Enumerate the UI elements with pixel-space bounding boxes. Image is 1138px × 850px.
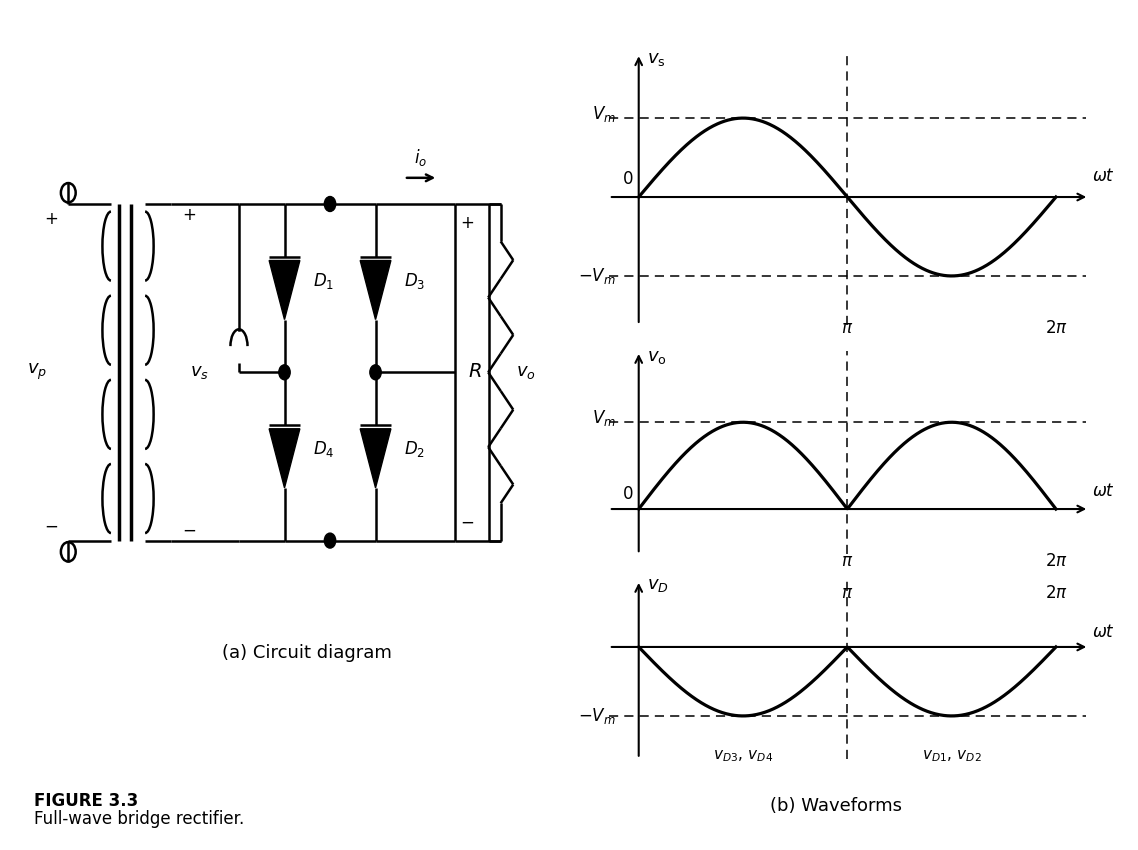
Circle shape — [324, 533, 336, 548]
Text: $\omega t$: $\omega t$ — [1092, 168, 1115, 185]
Text: $D_3$: $D_3$ — [404, 270, 426, 291]
Text: $V_m$: $V_m$ — [592, 105, 616, 124]
Text: $2\pi$: $2\pi$ — [1045, 320, 1067, 337]
Text: $2\pi$: $2\pi$ — [1045, 552, 1067, 570]
Text: $0$: $0$ — [622, 169, 634, 188]
Text: FIGURE 3.3: FIGURE 3.3 — [34, 791, 139, 810]
Text: $+$: $+$ — [182, 207, 196, 224]
Polygon shape — [269, 260, 300, 320]
Text: Full-wave bridge rectifier.: Full-wave bridge rectifier. — [34, 810, 245, 829]
Text: $-$: $-$ — [182, 520, 196, 538]
Text: $D_4$: $D_4$ — [313, 439, 335, 459]
Circle shape — [324, 196, 336, 212]
Text: $D_1$: $D_1$ — [313, 270, 335, 291]
Text: $2\pi$: $2\pi$ — [1045, 583, 1067, 602]
Text: $V_m$: $V_m$ — [592, 408, 616, 428]
Text: $v_o$: $v_o$ — [517, 363, 536, 382]
Circle shape — [279, 365, 290, 380]
Text: $\pi$: $\pi$ — [841, 552, 854, 570]
Text: $R$: $R$ — [468, 363, 483, 382]
Text: $v_\mathrm{s}$: $v_\mathrm{s}$ — [646, 50, 666, 68]
Text: $-$: $-$ — [460, 513, 473, 531]
Text: $\pi$: $\pi$ — [841, 320, 854, 337]
Text: $+$: $+$ — [44, 210, 58, 228]
Text: $v_\mathrm{o}$: $v_\mathrm{o}$ — [646, 348, 667, 366]
Text: $\pi$: $\pi$ — [841, 583, 854, 602]
Polygon shape — [361, 428, 391, 488]
Text: $v_D$: $v_D$ — [646, 576, 668, 594]
Text: $+$: $+$ — [460, 213, 473, 232]
Text: $v_p$: $v_p$ — [27, 362, 47, 382]
Text: $v_{D3},\,v_{D4}$: $v_{D3},\,v_{D4}$ — [712, 748, 773, 764]
Text: (b) Waveforms: (b) Waveforms — [770, 796, 902, 815]
Circle shape — [370, 365, 381, 380]
Polygon shape — [269, 428, 300, 488]
Text: (a) Circuit diagram: (a) Circuit diagram — [222, 643, 393, 662]
Text: $v_{D1},\,v_{D2}$: $v_{D1},\,v_{D2}$ — [922, 748, 981, 764]
Text: $\omega t$: $\omega t$ — [1092, 484, 1115, 501]
Text: $-V_m$: $-V_m$ — [578, 706, 616, 726]
Polygon shape — [361, 260, 391, 320]
Text: $0$: $0$ — [622, 485, 634, 503]
Text: $i_o$: $i_o$ — [414, 147, 428, 168]
Text: $-V_m$: $-V_m$ — [578, 266, 616, 286]
Text: $\omega t$: $\omega t$ — [1092, 625, 1115, 642]
Text: $v_s$: $v_s$ — [190, 363, 208, 382]
Text: $-$: $-$ — [44, 517, 58, 535]
Text: $D_2$: $D_2$ — [404, 439, 424, 459]
